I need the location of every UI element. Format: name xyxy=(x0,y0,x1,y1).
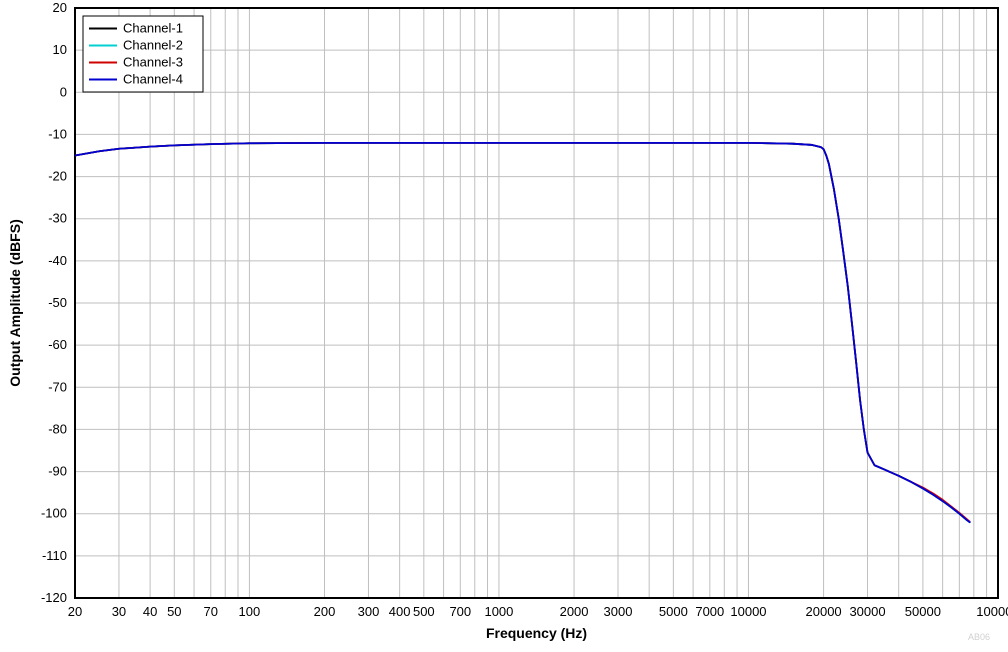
x-tick-label: 500 xyxy=(413,604,435,619)
y-tick-label: 20 xyxy=(53,0,67,15)
x-tick-label: 30000 xyxy=(849,604,885,619)
y-tick-label: -20 xyxy=(48,169,67,184)
x-tick-label: 2000 xyxy=(560,604,589,619)
x-tick-label: 400 xyxy=(389,604,411,619)
x-tick-label: 10000 xyxy=(730,604,766,619)
y-tick-label: -10 xyxy=(48,126,67,141)
x-tick-label: 100000 xyxy=(976,604,1008,619)
y-tick-label: -80 xyxy=(48,421,67,436)
y-tick-label: -90 xyxy=(48,464,67,479)
y-tick-label: -50 xyxy=(48,295,67,310)
y-tick-label: 0 xyxy=(60,84,67,99)
y-axis-label: Output Amplitude (dBFS) xyxy=(7,219,23,386)
x-tick-label: 50000 xyxy=(905,604,941,619)
x-tick-label: 70 xyxy=(204,604,218,619)
watermark: AB06 xyxy=(968,632,990,642)
x-tick-label: 40 xyxy=(143,604,157,619)
frequency-response-chart: 20100-10-20-30-40-50-60-70-80-90-100-110… xyxy=(0,0,1008,652)
legend-label: Channel-1 xyxy=(123,21,183,36)
x-tick-label: 100 xyxy=(239,604,261,619)
y-tick-label: -120 xyxy=(41,590,67,605)
y-tick-label: -30 xyxy=(48,211,67,226)
x-tick-label: 30 xyxy=(112,604,126,619)
chart-svg: 20100-10-20-30-40-50-60-70-80-90-100-110… xyxy=(0,0,1008,652)
legend-label: Channel-2 xyxy=(123,38,183,53)
y-tick-label: -70 xyxy=(48,379,67,394)
legend-label: Channel-4 xyxy=(123,72,183,87)
x-tick-label: 50 xyxy=(167,604,181,619)
x-tick-label: 20 xyxy=(68,604,82,619)
y-tick-label: -110 xyxy=(42,548,67,563)
x-tick-label: 5000 xyxy=(659,604,688,619)
legend: Channel-1 Channel-2 Channel-3 Channel-4 xyxy=(83,16,203,92)
y-tick-label: -100 xyxy=(41,506,67,521)
x-tick-label: 300 xyxy=(358,604,380,619)
x-axis-label: Frequency (Hz) xyxy=(486,625,587,641)
y-tick-label: -60 xyxy=(48,337,67,352)
legend-label: Channel-3 xyxy=(123,55,183,70)
x-tick-label: 1000 xyxy=(484,604,513,619)
y-tick-label: 10 xyxy=(53,42,67,57)
x-tick-label: 7000 xyxy=(695,604,724,619)
y-tick-label: -40 xyxy=(48,253,67,268)
x-tick-label: 200 xyxy=(314,604,336,619)
x-tick-label: 700 xyxy=(449,604,471,619)
x-tick-label: 3000 xyxy=(604,604,633,619)
x-tick-label: 20000 xyxy=(806,604,842,619)
